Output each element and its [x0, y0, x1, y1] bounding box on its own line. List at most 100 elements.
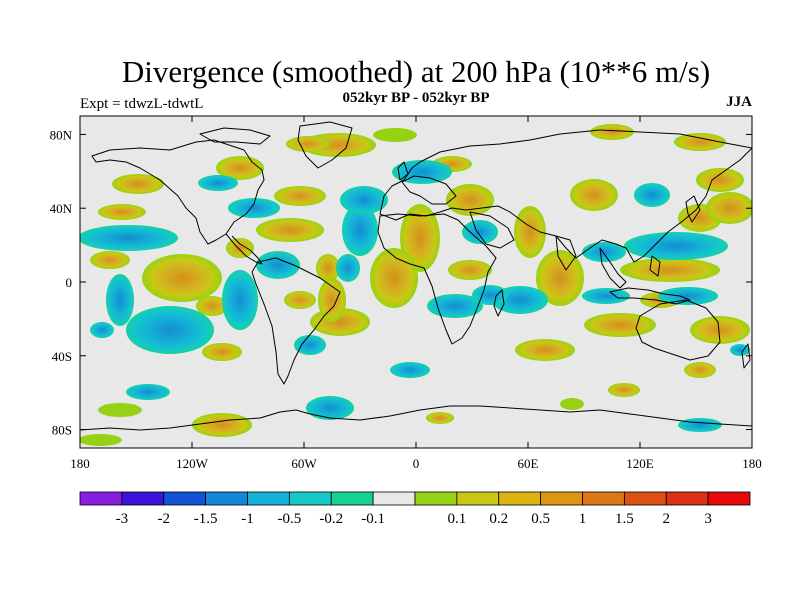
- lon-tick-label: 120E: [626, 456, 654, 471]
- new-zealand-coast: [741, 343, 751, 369]
- figure-title: Divergence (smoothed) at 200 hPa (10**6 …: [122, 54, 710, 89]
- greenland-coast: [297, 121, 353, 169]
- colorbar-label: -0.2: [319, 511, 343, 527]
- south-america-coast: [251, 257, 341, 385]
- divergence-blob: [515, 339, 575, 361]
- convergence-blob: [634, 183, 670, 207]
- divergence-blob: [80, 434, 122, 446]
- colorbar-label: 1.5: [615, 511, 634, 527]
- convergence-blob: [336, 254, 360, 282]
- colorbar-label: -1.5: [194, 511, 218, 527]
- divergence-blob: [696, 168, 744, 192]
- colorbar-label: 0.1: [448, 511, 467, 527]
- colorbar-label: -0.1: [361, 511, 385, 527]
- lat-tick-label: 0: [66, 275, 73, 290]
- divergence-blob: [318, 278, 346, 322]
- divergence-blob: [284, 291, 316, 309]
- arctic-islands-coast: [199, 127, 271, 145]
- lon-tick-label: 60W: [291, 456, 317, 471]
- convergence-blob: [90, 322, 114, 338]
- indonesia-coast: [609, 287, 691, 305]
- convergence-blob: [342, 204, 378, 256]
- convergence-blob: [228, 198, 280, 218]
- divergence-blob: [98, 403, 142, 417]
- convergence-blob: [427, 294, 483, 318]
- divergence-blob: [286, 136, 330, 152]
- convergence-blob: [658, 287, 718, 305]
- colorbar-swatch: [163, 491, 207, 506]
- convergence-blob: [222, 270, 258, 330]
- colorbar-label: -3: [116, 511, 129, 527]
- convergence-blob: [624, 232, 728, 260]
- convergence-blob: [294, 335, 326, 355]
- lat-tick-label: 80N: [50, 127, 73, 142]
- divergence-blob: [446, 184, 494, 216]
- divergence-blob: [706, 192, 752, 224]
- convergence-blob: [306, 396, 354, 420]
- colorbar-label: -0.5: [278, 511, 302, 527]
- divergence-blob: [400, 204, 440, 272]
- convergence-blob: [126, 384, 170, 400]
- convergence-blob: [106, 274, 134, 326]
- divergence-blob: [196, 296, 228, 316]
- colorbar-swatch: [79, 491, 123, 506]
- divergence-blob: [448, 260, 492, 280]
- colorbar-swatch: [540, 491, 583, 506]
- eurasia-coast: [379, 129, 752, 263]
- colorbar-label: 1: [579, 511, 587, 527]
- divergence-blob: [316, 254, 340, 282]
- divergence-blob: [226, 238, 254, 258]
- lon-tick-label: 120W: [176, 456, 209, 471]
- divergence-blob: [256, 218, 324, 242]
- coastlines: [80, 121, 752, 431]
- lon-tick-label: 180: [742, 456, 762, 471]
- divergence-blob: [98, 204, 146, 220]
- convergence-blob: [390, 362, 430, 378]
- convergence-blob: [472, 285, 508, 305]
- philippines-coast: [649, 255, 661, 277]
- arabia-coast: [469, 211, 515, 249]
- colorbar-label: 2: [663, 511, 671, 527]
- southeast-asia-coast: [599, 247, 627, 289]
- divergence-blob: [620, 258, 720, 282]
- colorbar-swatch: [288, 491, 332, 506]
- convergence-blob: [392, 160, 452, 184]
- lat-tick-label: 80S: [52, 423, 72, 438]
- colorbar-label: 0.5: [531, 511, 550, 527]
- north-america-coast: [91, 139, 265, 245]
- uk-coast: [397, 161, 409, 181]
- madagascar-coast: [493, 289, 505, 317]
- convergence-blob: [256, 251, 300, 279]
- japan-coast: [685, 195, 701, 223]
- divergence-blob: [674, 133, 726, 151]
- divergence-blob: [590, 124, 634, 140]
- divergence-blob: [690, 316, 750, 344]
- convergence-blob: [462, 220, 498, 244]
- convergence-blob: [678, 418, 722, 432]
- europe-coast: [401, 175, 457, 205]
- colorbar-swatch: [665, 491, 709, 506]
- experiment-label: Expt = tdwzL-tdwtL: [80, 96, 203, 112]
- season-label: JJA: [726, 94, 752, 110]
- divergence-blob: [584, 313, 656, 337]
- lon-tick-label: 0: [413, 456, 420, 471]
- divergence-blob: [370, 248, 418, 308]
- colorbar-swatch: [247, 491, 290, 506]
- antarctica-coast: [80, 405, 752, 431]
- convergence-blob: [582, 242, 626, 262]
- divergence-blob: [202, 343, 242, 361]
- convergence-blob: [582, 288, 630, 304]
- colorbar-swatch: [330, 491, 374, 506]
- divergence-blob: [142, 254, 222, 302]
- divergence-blob: [426, 412, 454, 424]
- colorbar-swatch: [414, 491, 458, 506]
- colorbar-swatch: [372, 491, 416, 506]
- colorbar-swatch: [582, 491, 625, 506]
- convergence-blob: [198, 175, 238, 191]
- lat-tick-label: 40N: [50, 201, 73, 216]
- convergence-blob: [126, 306, 214, 354]
- convergence-blob: [730, 344, 750, 356]
- lon-tick-label: 180: [70, 456, 90, 471]
